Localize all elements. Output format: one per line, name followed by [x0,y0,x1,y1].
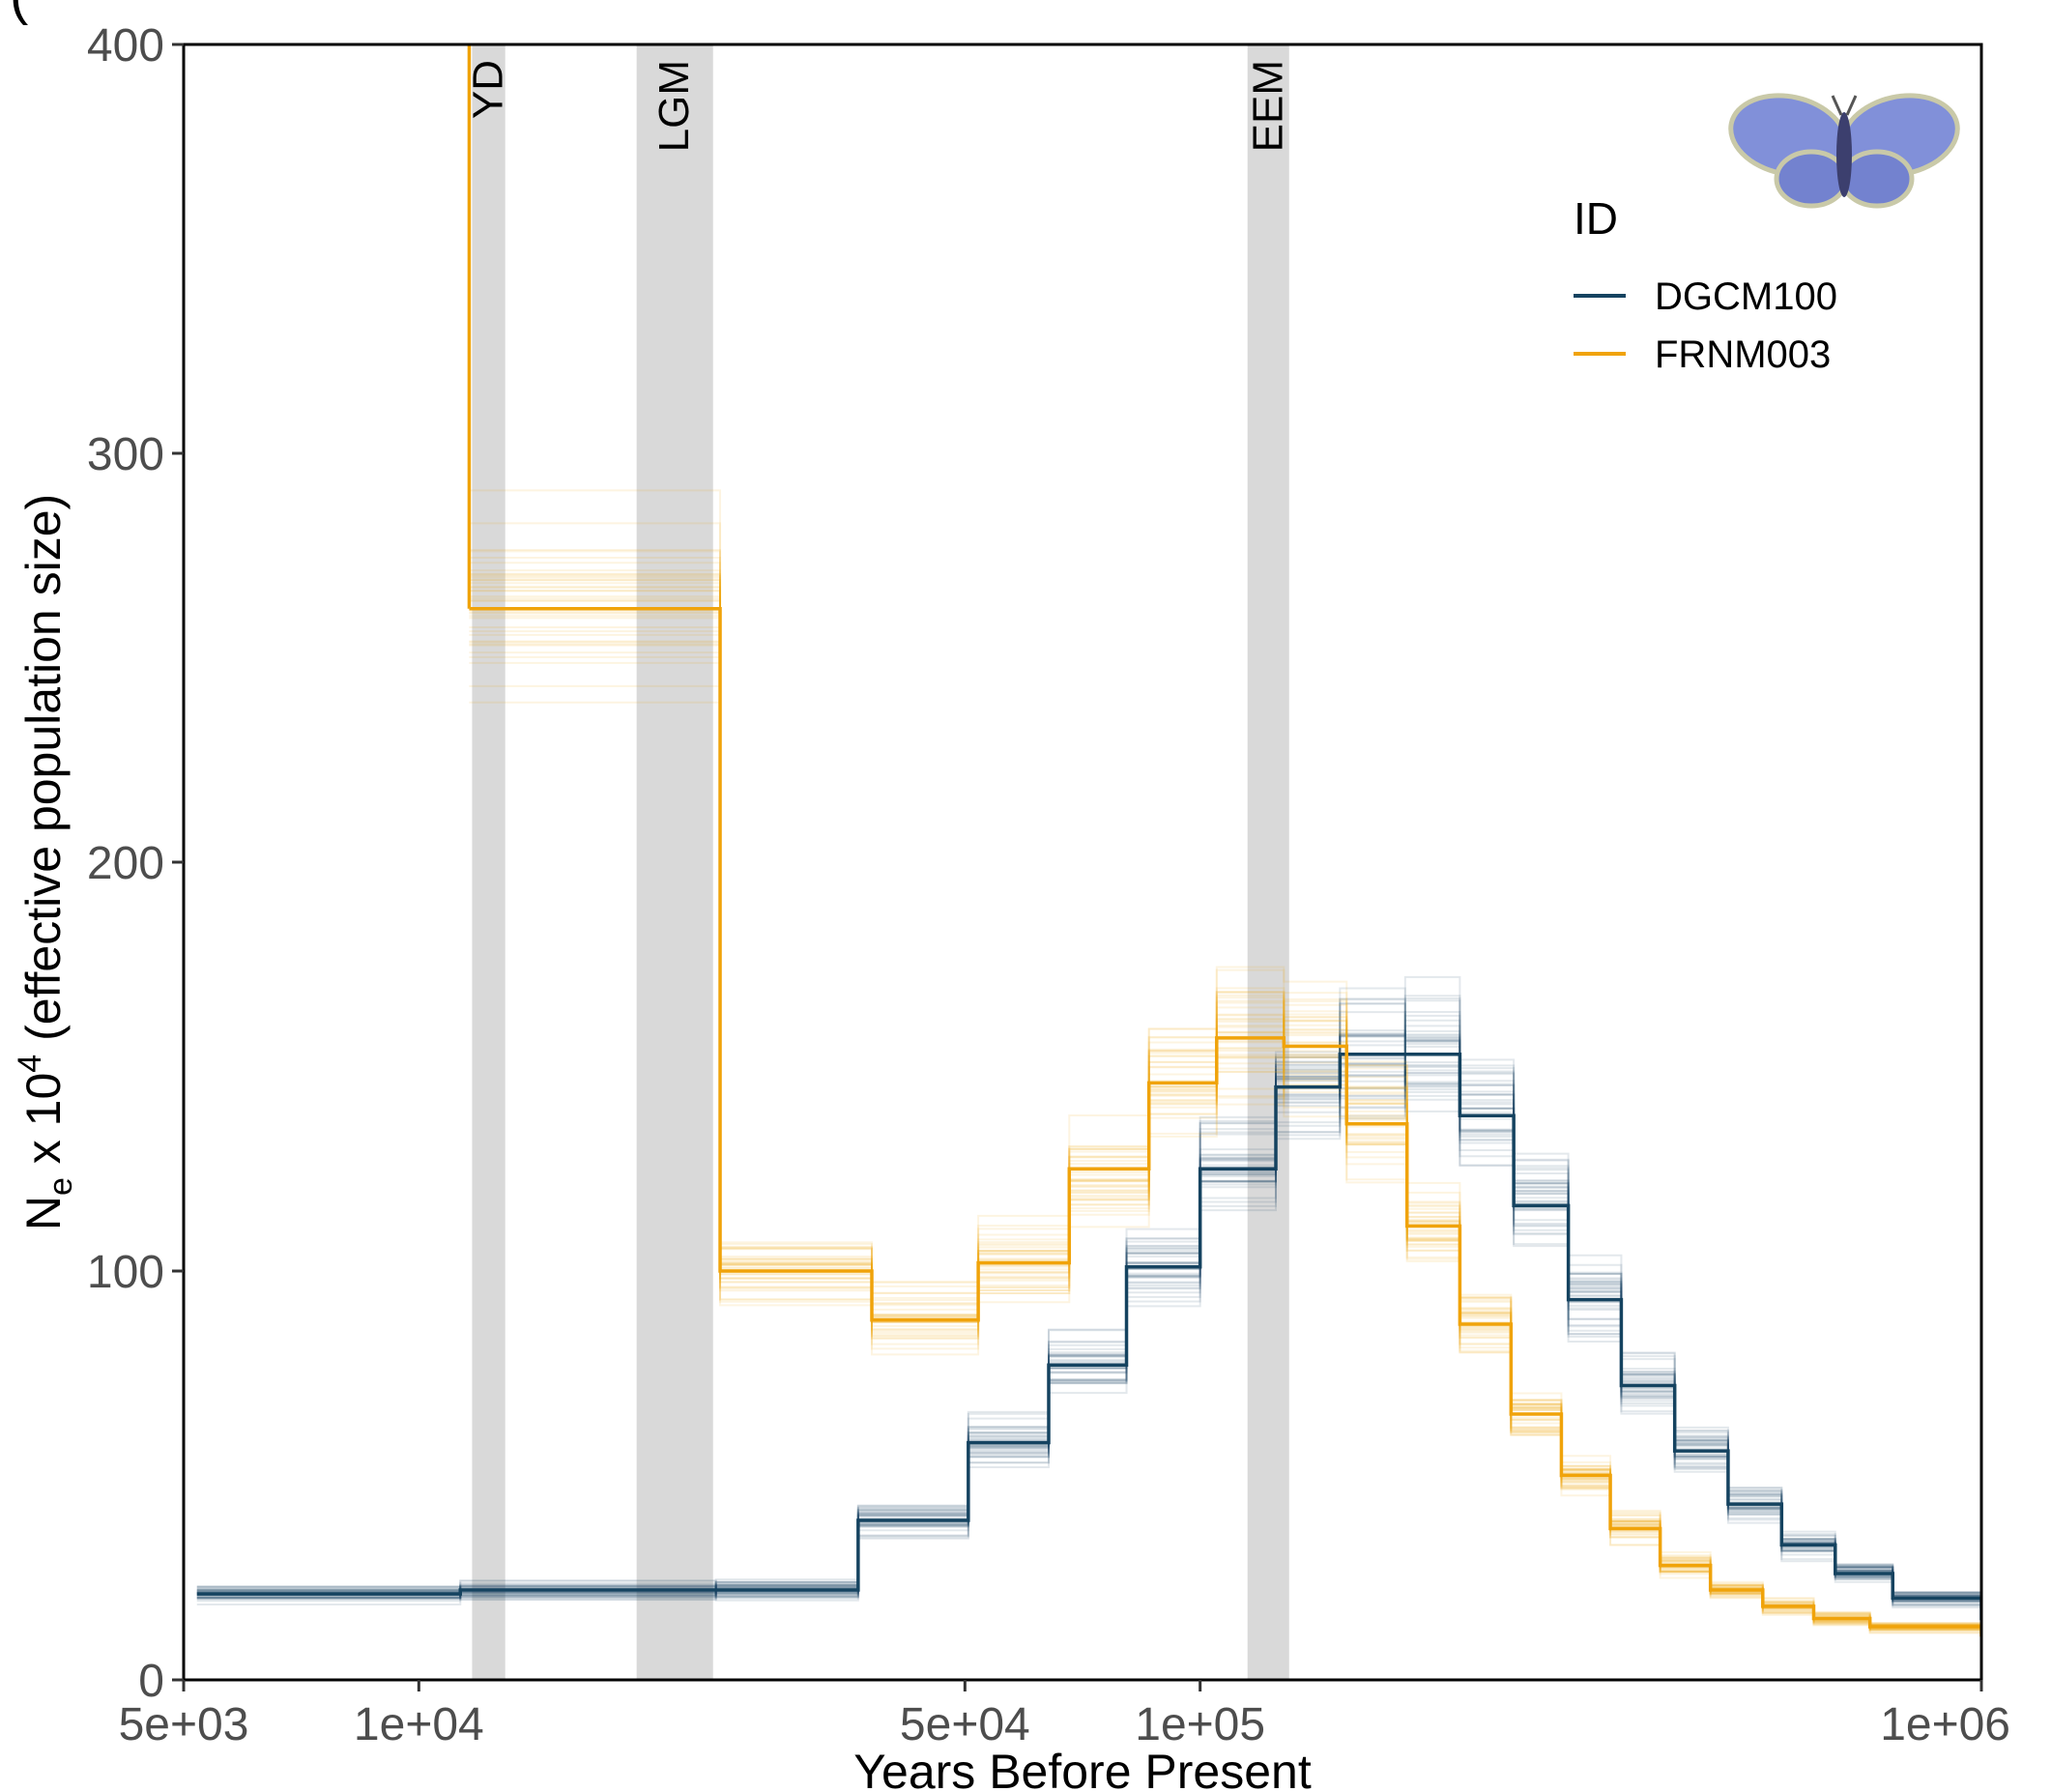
bootstrap-line [196,1063,1981,1626]
y-tick-label: 0 [138,1656,164,1707]
period-band [636,44,713,1680]
period-bands: YD LGM EEM [465,44,1291,1680]
bootstrap-line [196,1033,1981,1622]
y-tick-label: 300 [87,429,164,480]
bootstrap-line [196,1002,1981,1625]
bootstrap-line [196,1063,1981,1622]
bootstrap-line [196,995,1981,1617]
bootstrap-line [196,998,1981,1623]
bootstrap-line [196,1063,1981,1618]
bootstrap-line [196,1029,1981,1622]
legend-label: DGCM100 [1655,275,1837,318]
y-tick-label: 400 [87,20,164,72]
series-line [469,606,1981,1637]
period-label: LGM [650,60,698,152]
x-tick-label: 5e+04 [900,1699,1030,1750]
bootstrap-line [196,1038,1981,1618]
bootstrap-line [196,1075,1981,1619]
bootstrap-line [196,1029,1981,1619]
x-tick-label: 1e+05 [1135,1699,1265,1750]
bootstrap-line [196,987,1981,1628]
butterfly-icon [1728,93,1960,209]
bootstrap-line [196,1035,1981,1618]
bootstrap-line [196,1035,1981,1619]
bootstrap-line [196,1019,1981,1614]
x-axis-title: Years Before Present [853,1745,1312,1792]
bootstrap-line [196,999,1981,1614]
bootstrap-line [196,1002,1981,1619]
bootstrap-line [196,1033,1981,1613]
y-axis-title: Ne x 104 (effective population size) [12,494,79,1230]
series-lines [196,44,1981,1637]
legend-label: FRNM003 [1655,333,1831,376]
bootstrap-line [196,1064,1981,1622]
panel-tag: ( [10,0,28,26]
bootstrap-line [196,997,1981,1623]
bootstrap-line [196,1014,1981,1618]
bootstrap-line [196,1053,1981,1618]
bootstrap-line [196,1062,1981,1617]
x-tick-label: 1e+06 [1880,1699,2010,1750]
x-tick-label: 1e+04 [354,1699,484,1750]
bootstrap-replicates [196,489,1981,1641]
bootstrap-line [196,1041,1981,1621]
bootstrap-line [196,1011,1981,1621]
period-label: YD [465,60,512,119]
bootstrap-line [196,1045,1981,1626]
period-band [1247,44,1289,1680]
legend-title: ID [1574,193,1618,244]
bootstrap-line [196,1010,1981,1621]
axes: 0 100 200 300 400 5e+03 1e+04 5e+04 1e+05 1e+06 Ye… [12,20,2010,1792]
bootstrap-line [196,975,1981,1612]
series-line [196,1053,1981,1621]
y-tick-label: 100 [87,1247,164,1298]
bootstrap-line [196,1034,1981,1616]
bootstrap-line [196,1068,1981,1625]
x-tick-label: 5e+03 [119,1699,249,1750]
legend: ID DGCM100 FRNM003 [1574,193,1837,376]
bootstrap-line [196,1055,1981,1622]
period-band [472,44,506,1680]
bootstrap-line [196,1025,1981,1616]
y-tick-label: 200 [87,838,164,889]
bootstrap-line [196,1040,1981,1622]
period-label: EEM [1244,60,1291,152]
bootstrap-line [196,1031,1981,1617]
